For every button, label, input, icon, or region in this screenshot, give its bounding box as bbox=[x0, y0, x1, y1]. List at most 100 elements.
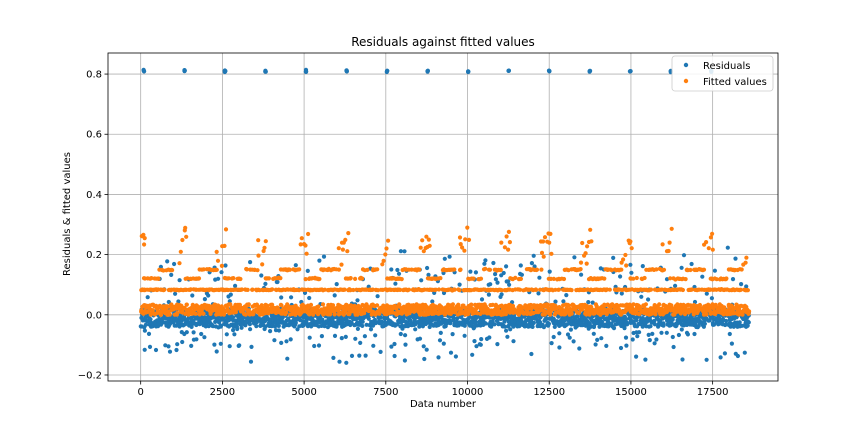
fitted-point bbox=[457, 235, 463, 240]
x-tick-label: 17500 bbox=[697, 387, 729, 398]
residual-point bbox=[378, 349, 383, 354]
residual-point bbox=[259, 273, 264, 278]
residual-point bbox=[541, 325, 547, 330]
y-axis-ticks: −0.2 0.0 0.2 0.4 0.6 0.8 bbox=[78, 70, 108, 381]
residual-point bbox=[339, 336, 344, 341]
fitted-point bbox=[710, 302, 715, 307]
fitted-point bbox=[466, 237, 472, 242]
fitted-point bbox=[666, 248, 671, 254]
fitted-point bbox=[436, 287, 442, 292]
residual-point bbox=[419, 278, 424, 283]
residual-point bbox=[661, 321, 666, 326]
fitted-point bbox=[239, 287, 244, 292]
residual-point bbox=[177, 278, 182, 283]
residual-point bbox=[590, 300, 595, 305]
fitted-point bbox=[409, 267, 414, 272]
fitted-point bbox=[458, 267, 463, 272]
fitted-point bbox=[255, 268, 260, 273]
residual-point bbox=[611, 255, 616, 260]
residual-point bbox=[572, 255, 577, 260]
residual-point bbox=[349, 320, 354, 325]
residual-point bbox=[628, 262, 633, 267]
residual-point bbox=[491, 260, 496, 266]
fitted-point bbox=[156, 276, 161, 281]
fitted-point bbox=[208, 311, 213, 316]
fitted-point bbox=[246, 302, 251, 307]
residual-point bbox=[689, 261, 694, 267]
fitted-point bbox=[661, 267, 667, 272]
residual-point bbox=[727, 320, 733, 325]
fitted-point bbox=[583, 251, 588, 256]
residual-point bbox=[395, 267, 400, 273]
fitted-point bbox=[587, 312, 592, 317]
legend-label-residuals: Residuals bbox=[703, 61, 750, 72]
residual-point bbox=[676, 332, 682, 338]
fitted-point bbox=[332, 311, 337, 317]
fitted-point bbox=[602, 276, 607, 281]
residual-point bbox=[692, 331, 697, 337]
residual-point bbox=[551, 316, 556, 322]
residual-point bbox=[451, 316, 456, 321]
fitted-point bbox=[465, 225, 470, 230]
fitted-point bbox=[648, 287, 654, 292]
fitted-point bbox=[502, 245, 507, 250]
fitted-point bbox=[196, 276, 202, 281]
fitted-point bbox=[471, 276, 476, 281]
fitted-point bbox=[142, 242, 147, 247]
residual-point bbox=[202, 335, 207, 340]
fitted-point bbox=[462, 248, 467, 253]
fitted-point bbox=[738, 287, 744, 292]
residual-point bbox=[307, 335, 312, 340]
residual-point bbox=[190, 293, 195, 298]
residual-point bbox=[218, 323, 223, 328]
residual-point bbox=[248, 260, 253, 265]
fitted-point bbox=[667, 240, 672, 245]
residual-point bbox=[438, 330, 443, 335]
fitted-point bbox=[469, 302, 474, 307]
fitted-point bbox=[214, 249, 219, 254]
residual-point bbox=[279, 340, 284, 345]
fitted-point bbox=[250, 287, 255, 292]
residual-point bbox=[591, 331, 596, 336]
residual-point bbox=[693, 321, 698, 326]
x-tick-label: 10000 bbox=[452, 387, 484, 398]
fitted-point bbox=[306, 231, 311, 237]
residual-point bbox=[506, 323, 511, 328]
residual-point bbox=[733, 256, 738, 261]
residual-point bbox=[403, 342, 408, 347]
fitted-point bbox=[710, 247, 715, 252]
residual-point bbox=[400, 326, 405, 331]
residual-point bbox=[499, 292, 504, 297]
fitted-point bbox=[311, 312, 316, 317]
fitted-point bbox=[158, 312, 163, 317]
fitted-point bbox=[260, 262, 265, 267]
residual-point bbox=[389, 344, 394, 349]
fitted-point bbox=[266, 276, 271, 281]
fitted-point bbox=[585, 244, 590, 249]
legend-marker-fitted bbox=[683, 78, 689, 84]
residual-point bbox=[247, 322, 252, 327]
residual-point bbox=[173, 291, 178, 296]
fitted-point bbox=[547, 240, 552, 245]
residual-point bbox=[685, 332, 691, 337]
fitted-point bbox=[643, 302, 649, 307]
fitted-point bbox=[219, 263, 224, 268]
residual-point bbox=[579, 272, 584, 277]
residual-point bbox=[483, 258, 488, 263]
residual-point bbox=[504, 328, 509, 333]
fitted-point bbox=[245, 287, 250, 292]
residual-point bbox=[564, 293, 569, 298]
residual-point bbox=[214, 349, 219, 354]
residual-point bbox=[357, 353, 362, 358]
fitted-point bbox=[141, 232, 146, 237]
fitted-point bbox=[381, 258, 386, 263]
residual-point bbox=[243, 321, 249, 326]
residual-point bbox=[316, 343, 322, 348]
residual-point bbox=[231, 328, 236, 333]
fitted-point bbox=[589, 239, 594, 244]
fitted-point bbox=[569, 288, 574, 293]
fitted-point bbox=[506, 229, 511, 234]
residual-point bbox=[619, 291, 624, 296]
residual-point bbox=[483, 321, 488, 326]
fitted-point bbox=[304, 251, 309, 256]
